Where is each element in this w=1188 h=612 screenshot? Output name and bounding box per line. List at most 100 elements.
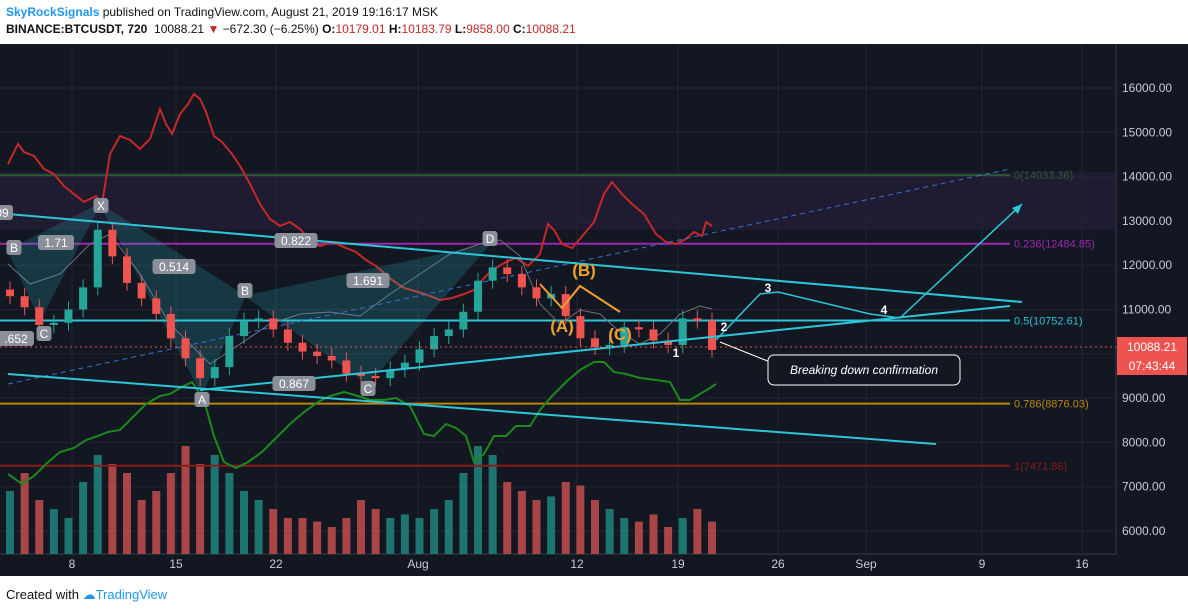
y-tick-label: 11000.00 [1122, 303, 1171, 317]
volume-bar [20, 473, 29, 554]
volume-bar [64, 518, 73, 554]
harmonic-label-bg [274, 233, 318, 248]
volume-bar [181, 446, 190, 554]
volume-bar [137, 500, 146, 554]
volume-bar [327, 527, 336, 554]
volume-bar [561, 482, 570, 554]
close-label: C: [512, 22, 526, 36]
candle-body [49, 322, 58, 326]
fib-label: 0.786(8876.03) [1014, 399, 1089, 411]
harmonic-label: 0.514 [159, 260, 189, 274]
candle-body [240, 320, 248, 337]
x-tick-label: 22 [269, 557, 283, 571]
volume-bar [371, 509, 380, 554]
volume-bar [517, 491, 526, 554]
volume-bar [415, 518, 424, 554]
volume-bar [708, 521, 716, 554]
candle-body [225, 336, 234, 368]
low-label: L: [454, 22, 467, 36]
candle-body [269, 318, 278, 330]
volume-bar [49, 509, 58, 554]
lower-trendline [199, 305, 1011, 391]
volume-bar [503, 482, 512, 554]
wave-label: (A) [550, 317, 574, 336]
candle-body [430, 336, 439, 350]
y-tick-label: 9000.00 [1122, 391, 1166, 405]
created-with-label: Created with [6, 587, 79, 602]
annotation-text: Breaking down confirmation [790, 363, 938, 377]
candle-body [108, 229, 117, 257]
harmonic-label: C [40, 327, 49, 341]
harmonic-label-bg [346, 273, 390, 288]
volume-bar [6, 491, 14, 554]
harmonic-label: .652 [4, 332, 28, 346]
annotation-box[interactable] [767, 354, 961, 386]
candle-body [503, 267, 512, 275]
candle-body [576, 316, 585, 339]
chart-area[interactable]: 0(14033.36)0.236(12484.85)0.5(10752.61)0… [0, 44, 1188, 576]
candle-body [79, 287, 88, 310]
volume-bar [459, 473, 468, 554]
y-tick-label: 16000.00 [1122, 81, 1172, 95]
volume-bars [6, 446, 716, 554]
volume-bar [313, 521, 322, 554]
harmonic-label: D [486, 232, 495, 246]
red-indicator-line [7, 92, 713, 302]
harmonic-pattern-3 [243, 243, 492, 385]
volume-bar [605, 509, 614, 554]
volume-bar [444, 500, 453, 554]
fib-label: 0.5(10752.61) [1014, 315, 1083, 327]
x-tick-label: 15 [169, 557, 183, 571]
volume-bar [269, 509, 278, 554]
candle-body [664, 340, 673, 345]
candle-body [35, 307, 44, 326]
candle-body [298, 342, 307, 352]
high-label: H: [388, 22, 402, 36]
candle-body [400, 362, 409, 370]
candle-body [137, 282, 146, 299]
wave-label: 4 [881, 303, 888, 317]
candle-body [386, 369, 395, 379]
price-tag [1117, 337, 1187, 375]
volume-bar [196, 464, 205, 554]
price-change: −672.30 (−6.25%) [222, 22, 319, 36]
x-tick-label: 12 [570, 557, 584, 571]
wave-label: 3 [765, 281, 772, 295]
high-value: 10183.79 [401, 22, 452, 36]
candle-body [678, 318, 687, 345]
y-tick-label: 12000.00 [1122, 258, 1172, 272]
x-tick-label: 16 [1075, 557, 1089, 571]
price-axis[interactable] [1116, 44, 1188, 576]
candle-body [313, 351, 322, 357]
candle-body [342, 360, 351, 374]
candle-body [591, 338, 599, 348]
y-tick-label: 14000.00 [1122, 170, 1172, 184]
candle-body [196, 358, 205, 379]
harmonic-label-bg [272, 376, 316, 391]
projection-path [715, 203, 1023, 341]
volume-bar [386, 518, 395, 554]
harmonic-label: 0.822 [281, 234, 311, 248]
volume-bar [620, 518, 629, 554]
candle-body [123, 256, 131, 283]
volume-bar [678, 518, 687, 554]
harmonic-label-bg [0, 331, 34, 346]
volume-bar [532, 500, 541, 554]
volume-bar [547, 496, 556, 554]
volume-bar [298, 518, 307, 554]
candle-body [488, 267, 497, 281]
green-indicator-line [7, 361, 717, 486]
harmonic-pattern-2 [98, 202, 246, 396]
candle-body [693, 318, 702, 321]
x-tick-label: Sep [855, 557, 877, 571]
price-chart[interactable]: 0(14033.36)0.236(12484.85)0.5(10752.61)0… [0, 44, 1188, 576]
publisher-name[interactable]: SkyRockSignals [6, 5, 100, 19]
symbol-line: BINANCE:BTCUSDT, 720 10088.21 ▼ −672.30 … [6, 22, 576, 36]
candle-body [210, 367, 219, 379]
harmonic-label: 1.71 [44, 236, 68, 250]
volume-bar [693, 509, 702, 554]
y-tick-label: 13000.00 [1122, 214, 1172, 228]
candle-body [166, 313, 175, 339]
tradingview-brand[interactable]: TradingView [95, 587, 168, 602]
wave-label: (C) [608, 325, 632, 344]
